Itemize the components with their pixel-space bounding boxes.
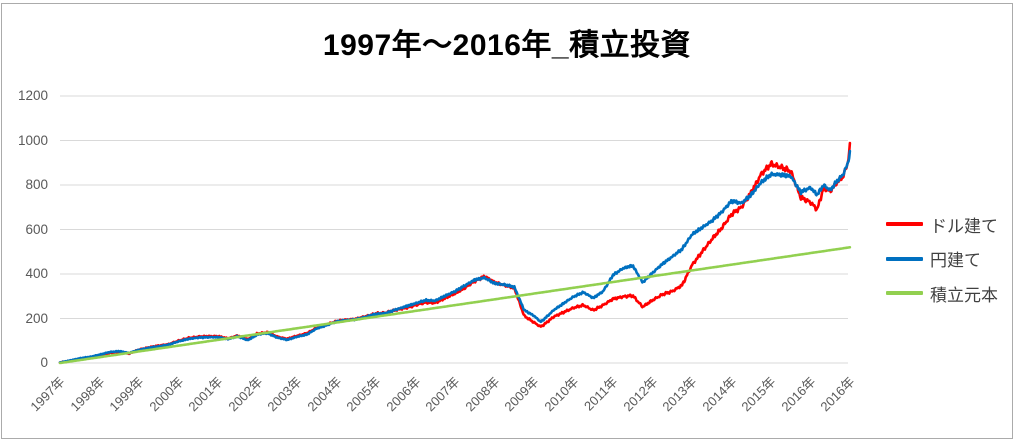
legend-swatch-jpy <box>886 256 923 261</box>
series-line-jpy <box>58 149 852 364</box>
legend-item-usd: ドル建て <box>886 207 998 242</box>
y-tick-label-200: 200 <box>25 310 48 326</box>
legend-swatch-principal <box>886 291 923 296</box>
series-line-principal <box>58 246 852 365</box>
legend-item-jpy: 円建て <box>886 242 998 277</box>
y-tick-label-400: 400 <box>25 266 48 281</box>
y-tick-label-600: 600 <box>25 221 48 237</box>
chart-title: 1997年～2016年_積立投資 <box>322 29 692 62</box>
legend-label-usd: ドル建て <box>930 216 998 236</box>
legend-item-principal: 積立元本 <box>886 276 998 311</box>
legend: ドル建て円建て積立元本 <box>886 207 998 311</box>
y-tick-label-800: 800 <box>25 177 48 192</box>
legend-label-principal: 積立元本 <box>930 285 998 305</box>
legend-label-jpy: 円建て <box>930 251 981 271</box>
series-line-usd <box>58 141 852 364</box>
y-tick-label-1000: 1000 <box>17 132 48 148</box>
y-tick-label-0: 0 <box>40 355 48 370</box>
y-tick-label-1200: 1200 <box>17 88 48 103</box>
legend-swatch-usd <box>886 222 923 227</box>
